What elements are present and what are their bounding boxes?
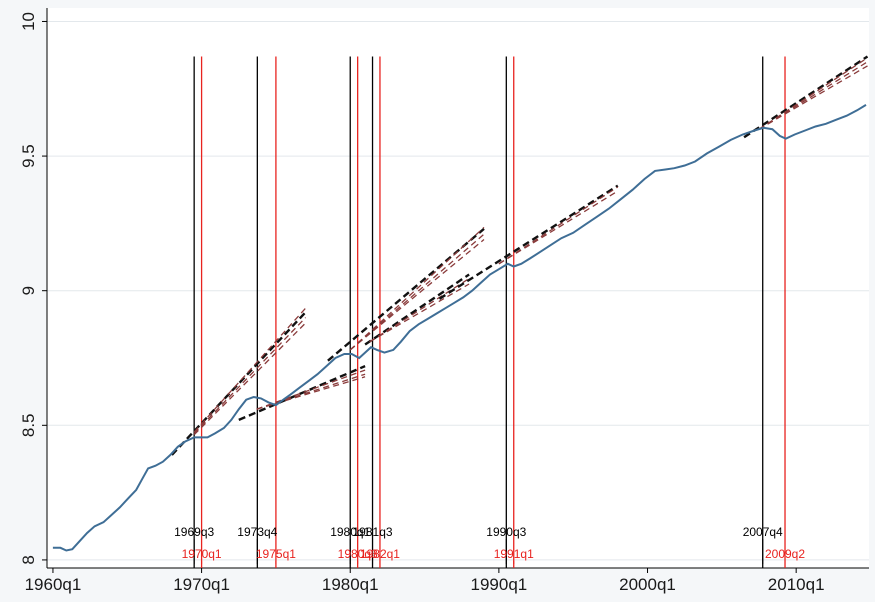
- trend-line: [327, 227, 485, 362]
- trend-line: [193, 307, 307, 433]
- trend-line: [364, 273, 470, 346]
- trend-line: [369, 283, 470, 343]
- data-series: [52, 104, 867, 552]
- y-tick-label: 8.5: [19, 413, 38, 437]
- trend-line: [758, 65, 868, 130]
- marker-label: 1980q1: [330, 525, 370, 539]
- marker-label: 1980q3: [338, 547, 378, 561]
- trend-line: [349, 238, 485, 351]
- marker-label: 2007q4: [743, 525, 783, 539]
- plot-area: [47, 8, 869, 568]
- trend-line: [498, 190, 619, 265]
- trend-line: [256, 373, 366, 410]
- recession-markers: [193, 56, 786, 568]
- x-tick-label: 1960q1: [25, 575, 82, 594]
- marker-label: 1969q3: [174, 525, 214, 539]
- x-tick-label: 1980q1: [322, 575, 379, 594]
- marker-label: 1970q1: [182, 547, 222, 561]
- y-tick-label: 10: [19, 12, 38, 31]
- trend-line: [238, 364, 366, 422]
- trend-line: [349, 226, 485, 351]
- axes: [42, 8, 869, 573]
- trend-line: [743, 55, 869, 139]
- marker-label: 1981q3: [353, 525, 393, 539]
- x-tick-label: 1970q1: [173, 575, 230, 594]
- trend-lines: [171, 55, 869, 456]
- trend-line: [438, 184, 619, 300]
- x-tick-label: 1990q1: [471, 575, 528, 594]
- marker-label: 1975q1: [256, 547, 296, 561]
- marker-label: 1990q3: [486, 525, 526, 539]
- marker-labels: 1969q3 1970q1 1973q4 1975q1 1980q1 1980q3 1981…: [174, 525, 805, 561]
- marker-label: 1982q1: [360, 547, 400, 561]
- x-tick-label: 2000q1: [619, 575, 676, 594]
- trend-line: [256, 376, 366, 410]
- marker-label: 1991q1: [494, 547, 534, 561]
- tick-labels: 8 8.5 9 9.5 10 1960q1 1970q1 1980q1 1990q1 2000q1…: [19, 12, 825, 594]
- trend-line: [193, 317, 307, 434]
- y-tick-label: 9.5: [19, 144, 38, 168]
- marker-label: 2009q2: [765, 547, 805, 561]
- series-line: [52, 104, 867, 552]
- y-tick-label: 8: [19, 555, 38, 564]
- marker-label: 1973q4: [237, 525, 277, 539]
- x-tick-label: 2010q1: [768, 575, 825, 594]
- y-tick-label: 9: [19, 286, 38, 295]
- trend-line: [193, 322, 307, 436]
